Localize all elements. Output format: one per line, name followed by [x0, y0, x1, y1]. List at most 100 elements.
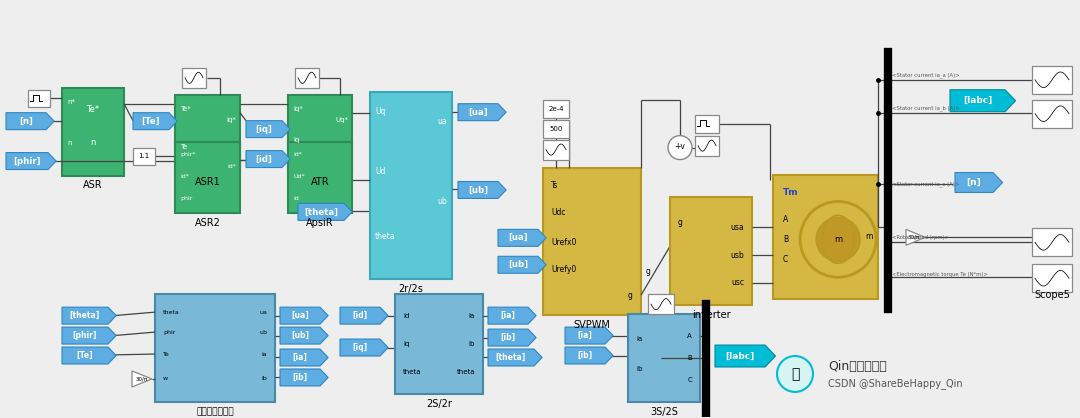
FancyBboxPatch shape: [1032, 66, 1072, 94]
FancyBboxPatch shape: [183, 68, 206, 88]
Text: ub: ub: [437, 197, 447, 206]
Text: 🐼: 🐼: [791, 367, 799, 381]
Text: m: m: [866, 232, 873, 241]
Polygon shape: [280, 349, 328, 366]
FancyBboxPatch shape: [1032, 228, 1072, 256]
FancyBboxPatch shape: [288, 142, 352, 214]
Text: [ua]: [ua]: [469, 108, 488, 117]
Polygon shape: [298, 204, 352, 220]
Text: [ib]: [ib]: [578, 351, 593, 360]
Text: CSDN @ShareBeHappy_Qin: CSDN @ShareBeHappy_Qin: [828, 378, 962, 390]
Text: ia: ia: [261, 352, 267, 357]
Text: [ia]: [ia]: [293, 353, 308, 362]
Text: [ia]: [ia]: [500, 311, 515, 320]
Text: [phir]: [phir]: [72, 331, 97, 340]
Text: Ud: Ud: [375, 167, 386, 176]
Text: Qin的学习营地: Qin的学习营地: [828, 360, 887, 374]
Text: ASR: ASR: [83, 181, 103, 191]
Text: ua: ua: [437, 117, 447, 126]
Text: id: id: [293, 196, 299, 201]
Text: ApsiR: ApsiR: [307, 218, 334, 228]
Text: <Electromagnetic torque Te (N*m)>: <Electromagnetic torque Te (N*m)>: [892, 272, 988, 277]
Text: ib: ib: [636, 366, 643, 372]
FancyBboxPatch shape: [370, 92, 453, 279]
Text: ASR1: ASR1: [194, 178, 220, 188]
Text: g: g: [646, 267, 650, 276]
FancyBboxPatch shape: [627, 314, 700, 402]
Text: 2S/2r: 2S/2r: [427, 399, 451, 409]
Text: iq: iq: [293, 137, 299, 143]
FancyBboxPatch shape: [1032, 264, 1072, 292]
Text: Ud*: Ud*: [293, 174, 305, 179]
FancyBboxPatch shape: [288, 95, 352, 173]
Polygon shape: [715, 345, 775, 367]
Polygon shape: [906, 229, 924, 245]
Text: [phir]: [phir]: [13, 157, 41, 166]
FancyBboxPatch shape: [543, 120, 569, 138]
Polygon shape: [565, 327, 613, 344]
Text: C: C: [687, 377, 692, 383]
Text: <Stator current ia_b (A)>: <Stator current ia_b (A)>: [892, 105, 960, 110]
Text: ua: ua: [259, 310, 267, 315]
Text: [ub]: [ub]: [508, 260, 528, 269]
Text: A: A: [783, 215, 788, 224]
Text: Urefx0: Urefx0: [551, 238, 577, 247]
FancyBboxPatch shape: [175, 95, 240, 173]
Text: [ua]: [ua]: [509, 233, 528, 242]
Text: [ub]: [ub]: [468, 186, 488, 194]
Polygon shape: [488, 349, 542, 366]
Circle shape: [669, 135, 692, 160]
Text: <Rotor speed (rpm)>: <Rotor speed (rpm)>: [892, 235, 949, 240]
Text: <Stator current ia_a (A)>: <Stator current ia_a (A)>: [892, 72, 960, 78]
Polygon shape: [340, 339, 388, 356]
Text: n: n: [67, 140, 71, 145]
Polygon shape: [246, 150, 291, 168]
Text: B: B: [783, 235, 788, 244]
Text: 1.1: 1.1: [138, 153, 150, 159]
Text: A: A: [687, 333, 692, 339]
FancyBboxPatch shape: [696, 115, 719, 133]
FancyBboxPatch shape: [543, 100, 569, 118]
Text: g: g: [678, 218, 683, 227]
Text: ATR: ATR: [311, 178, 329, 188]
Polygon shape: [498, 256, 546, 273]
FancyBboxPatch shape: [696, 135, 719, 155]
Text: SVPWM: SVPWM: [573, 320, 610, 330]
Circle shape: [777, 356, 813, 392]
FancyBboxPatch shape: [773, 175, 878, 299]
Text: usb: usb: [730, 251, 744, 260]
Text: 速度与磁链估计: 速度与磁链估计: [197, 408, 233, 416]
Text: [labc]: [labc]: [726, 352, 755, 360]
Text: ia: ia: [636, 336, 643, 342]
Text: [id]: [id]: [256, 155, 272, 163]
Text: [ia]: [ia]: [578, 331, 593, 340]
Polygon shape: [6, 153, 56, 170]
Text: id*: id*: [180, 174, 189, 179]
FancyBboxPatch shape: [156, 294, 275, 402]
Text: 500: 500: [550, 126, 563, 132]
Polygon shape: [6, 113, 54, 130]
Text: <Stator current ia_c (A)>: <Stator current ia_c (A)>: [892, 182, 959, 187]
Text: Te: Te: [180, 144, 187, 150]
Text: [ua]: [ua]: [292, 311, 309, 320]
Polygon shape: [458, 181, 507, 199]
Polygon shape: [950, 90, 1015, 112]
Text: B: B: [687, 355, 692, 361]
Text: Te*: Te*: [180, 106, 191, 112]
FancyBboxPatch shape: [133, 148, 156, 165]
Text: [iq]: [iq]: [256, 125, 272, 134]
Polygon shape: [458, 104, 507, 121]
Text: [theta]: [theta]: [496, 353, 526, 362]
Text: 30/π: 30/π: [136, 377, 148, 382]
Polygon shape: [280, 369, 328, 386]
Text: [Te]: [Te]: [77, 351, 93, 360]
Circle shape: [816, 217, 860, 261]
Polygon shape: [280, 327, 328, 344]
Text: Te: Te: [163, 352, 170, 357]
Text: [id]: [id]: [352, 311, 367, 320]
Text: m: m: [834, 235, 842, 244]
FancyBboxPatch shape: [1032, 100, 1072, 127]
Text: id*: id*: [293, 152, 302, 157]
Polygon shape: [565, 347, 613, 364]
Text: [theta]: [theta]: [303, 207, 338, 217]
